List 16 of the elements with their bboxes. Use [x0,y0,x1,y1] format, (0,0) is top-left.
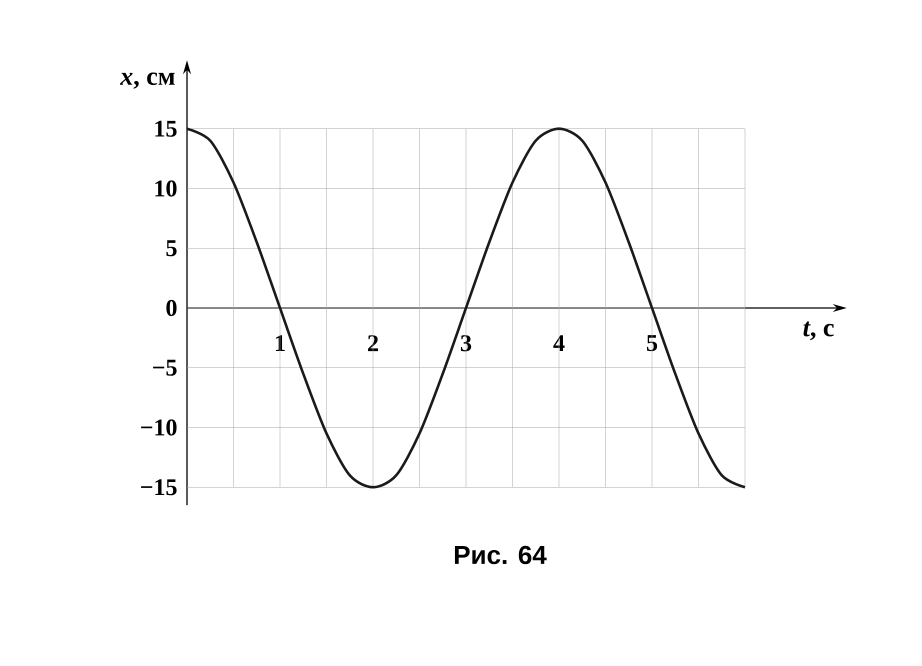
x-tick-label: 4 [553,335,565,351]
text: Рис. 64 [454,546,547,564]
x-tick-label: 2 [368,335,378,352]
line-series [186,127,746,489]
y-tick-label: 5 [166,240,177,256]
x-axis-title: t, с [803,322,834,340]
y-tick-label: 10 [155,180,177,197]
x-tick-label: 1 [276,335,285,352]
y-tick-label: 15 [155,120,177,137]
x-tick-label: 3 [460,335,472,352]
y-axis-title: x, см [120,72,175,89]
y-tick-label: −5 [153,360,177,376]
y-tick-label: −15 [141,479,177,496]
y-tick-label: −10 [141,419,177,436]
y-tick-label: 0 [166,300,177,316]
x-tick-label: 5 [646,335,658,352]
